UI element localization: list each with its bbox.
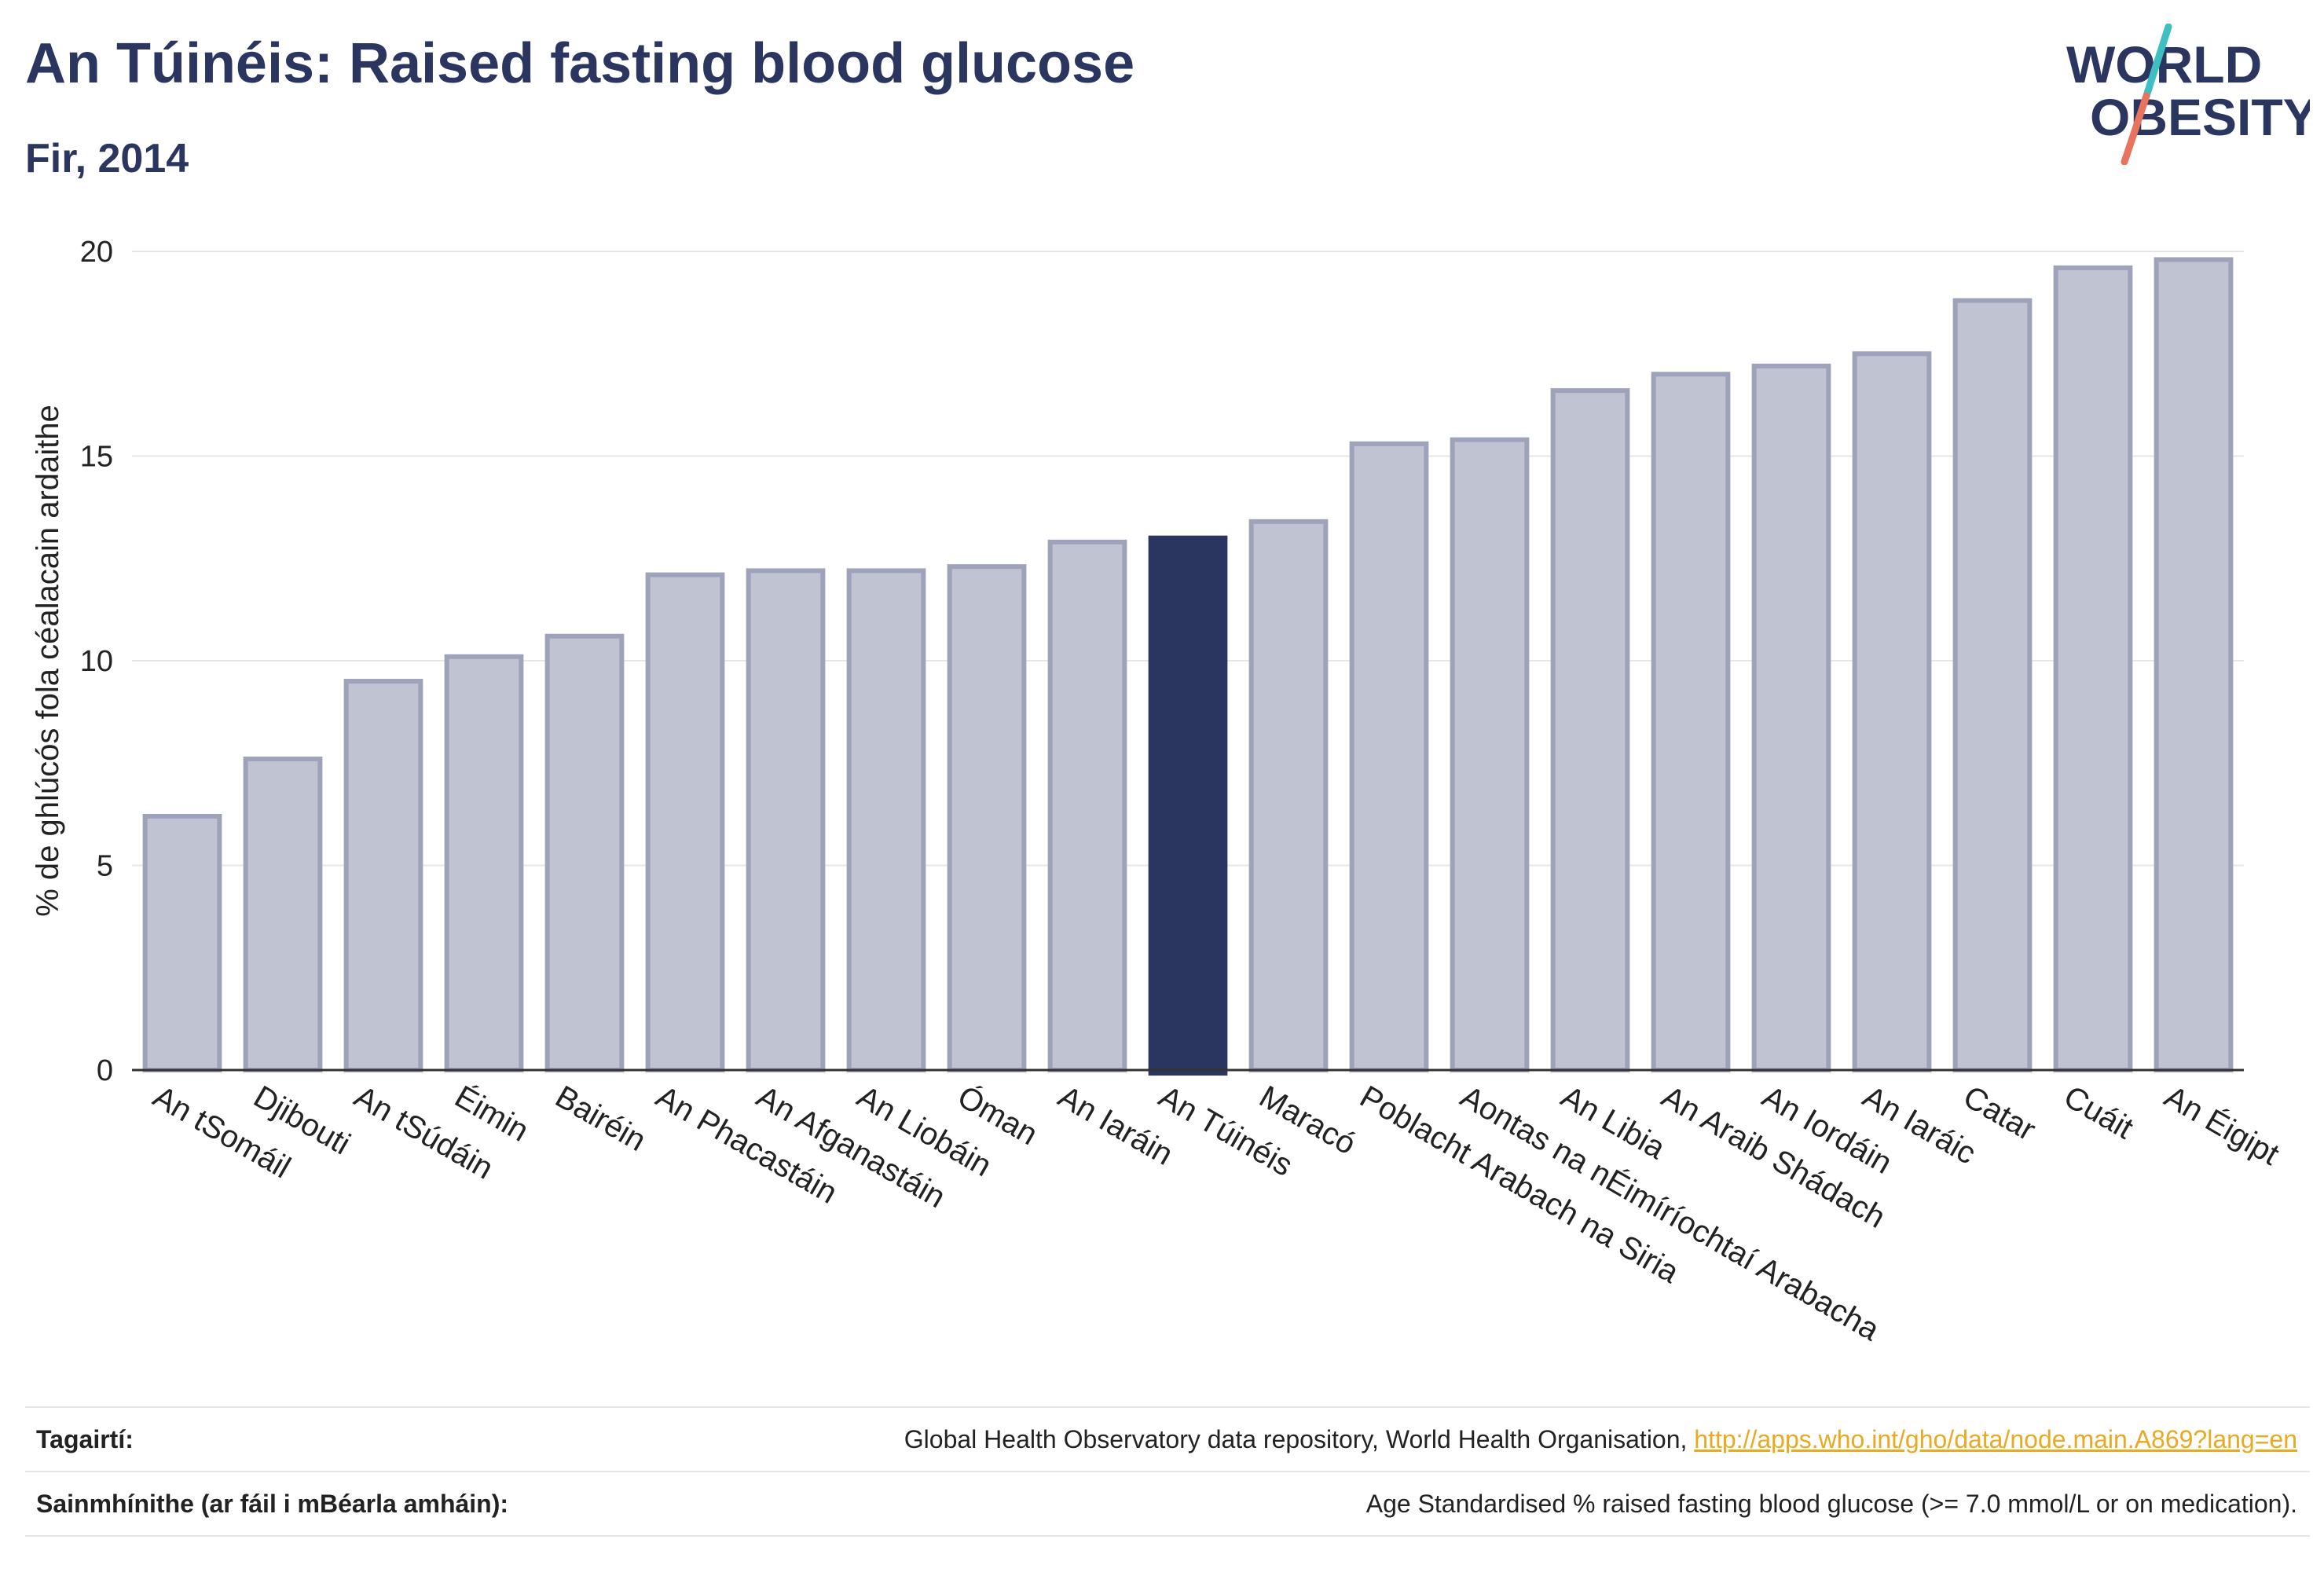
references-link[interactable]: http://apps.who.int/gho/data/node.main.A…	[1694, 1424, 2297, 1453]
bar	[1450, 437, 1530, 1072]
bar	[846, 568, 926, 1072]
bar-chart: 0 5 10 15 20 % de ghlúcós fola céalacain arda…	[31, 236, 2286, 1348]
y-tick-label: 15	[80, 441, 113, 474]
logo-slash-teal	[2143, 24, 2172, 100]
bar	[142, 813, 222, 1072]
bars	[142, 257, 2234, 1076]
bar	[746, 568, 826, 1072]
x-tick-label: Cuáit	[2058, 1079, 2139, 1146]
y-tick-label: 5	[97, 850, 113, 883]
x-tick-label: An Éigipt	[2159, 1079, 2286, 1172]
y-axis-label: % de ghlúcós fola céalacain ardaithe	[31, 405, 65, 917]
x-tick-label: Bairéin	[550, 1079, 652, 1158]
definitions-value: Age Standardised % raised fasting blood …	[1365, 1489, 2297, 1518]
bar	[1852, 351, 1932, 1072]
definitions-row: Sainmhínithe (ar fáil i mBéarla amháin):…	[25, 1471, 2310, 1537]
chart-title: An Túinéis: Raised fasting blood glucose	[25, 32, 1135, 95]
world-obesity-logo: WORLD OBESITY	[2066, 24, 2310, 165]
bar	[1248, 519, 1329, 1072]
references-text: Global Health Observatory data repositor…	[904, 1424, 1688, 1453]
bar-highlight	[1148, 535, 1228, 1076]
references-label: Tagairtí:	[36, 1424, 134, 1453]
y-tick-label: 10	[80, 645, 113, 678]
bar	[544, 633, 625, 1072]
bar	[2053, 265, 2133, 1072]
y-tick-label: 0	[97, 1054, 113, 1087]
bar	[1550, 388, 1630, 1072]
bar	[444, 654, 524, 1072]
definitions-label: Sainmhínithe (ar fáil i mBéarla amháin):	[36, 1489, 509, 1518]
bar	[1952, 298, 2033, 1072]
bar	[243, 757, 323, 1072]
bar	[343, 679, 423, 1072]
references-value: Global Health Observatory data repositor…	[904, 1425, 2310, 1454]
x-tick-label: An Iaráin	[1053, 1079, 1179, 1172]
bar	[1047, 539, 1127, 1072]
logo-line2: OBESITY	[2090, 88, 2310, 146]
bar	[645, 572, 725, 1072]
bar	[2154, 257, 2234, 1072]
y-tick-label: 20	[80, 236, 113, 269]
bar	[1349, 441, 1429, 1072]
bar	[1651, 372, 1731, 1072]
chart-subtitle: Fir, 2014	[25, 136, 189, 181]
references-row: Tagairtí: Global Health Observatory data…	[25, 1406, 2310, 1471]
logo-slash-coral	[2121, 92, 2150, 165]
bar	[947, 564, 1027, 1072]
bar	[1751, 363, 1831, 1072]
